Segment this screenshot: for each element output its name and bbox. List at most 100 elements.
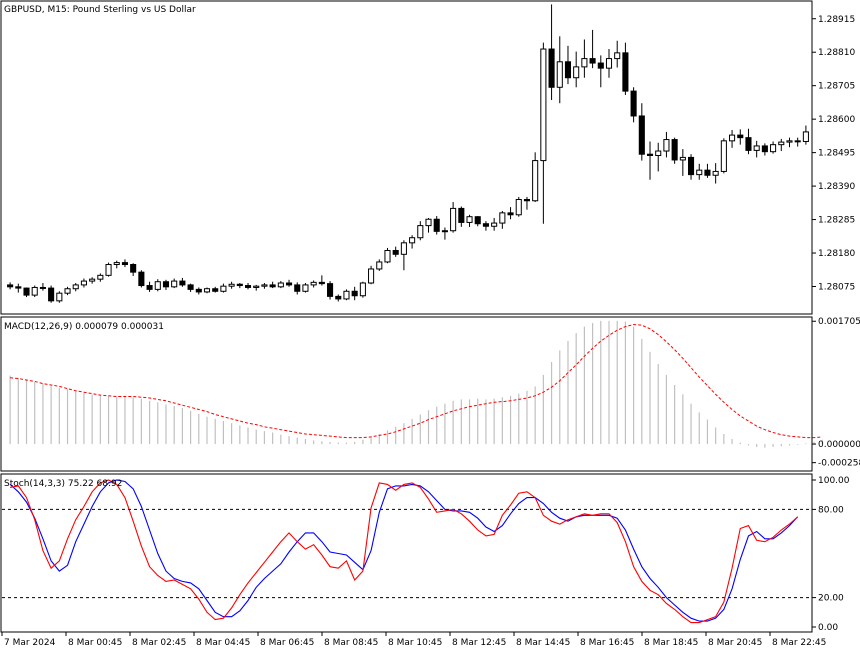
candle-body	[523, 198, 531, 202]
candle-body	[327, 283, 334, 297]
x-tick-label: 8 Mar 16:45	[580, 638, 634, 648]
candle-body	[130, 264, 137, 273]
candle	[581, 39, 588, 78]
candle-body	[737, 134, 744, 139]
candle-body	[269, 284, 276, 288]
candle-body	[573, 66, 580, 79]
candle-body	[220, 285, 227, 292]
candle	[458, 206, 465, 227]
candle	[737, 129, 744, 145]
candle-body	[187, 284, 194, 290]
candle	[23, 287, 30, 298]
candle	[343, 289, 350, 301]
candle	[786, 137, 793, 148]
candle-body	[310, 281, 317, 286]
candle	[729, 129, 736, 148]
candle	[97, 273, 104, 282]
candle	[72, 282, 79, 292]
y-tick-label: 1.28705	[818, 82, 855, 92]
candle-body	[540, 48, 547, 162]
candle-body	[368, 268, 375, 284]
candle	[622, 42, 629, 95]
candle-body	[491, 222, 498, 227]
candle	[671, 137, 678, 164]
candle	[441, 227, 448, 240]
candle	[220, 283, 227, 293]
candle-body	[318, 281, 325, 285]
candle	[614, 40, 621, 68]
candle-body	[253, 285, 260, 288]
y-tick-label: 1.28495	[818, 149, 855, 159]
y-tick-label: 1.28075	[818, 283, 855, 293]
candle	[712, 163, 719, 184]
candle	[15, 283, 22, 293]
candle	[523, 196, 531, 210]
candle	[31, 285, 38, 298]
candle	[605, 49, 613, 78]
candle	[646, 141, 654, 180]
candle-body	[212, 288, 219, 292]
candle	[409, 235, 416, 249]
candle-body	[482, 223, 489, 227]
candle	[121, 259, 129, 268]
candle-body	[146, 285, 153, 290]
candle	[696, 163, 703, 180]
candle-body	[441, 230, 448, 233]
candle-body	[638, 115, 645, 155]
candle-body	[302, 284, 309, 292]
candle	[589, 29, 596, 69]
x-tick-label: 8 Mar 00:45	[68, 638, 122, 648]
candle	[597, 55, 604, 88]
y-tick-label: 0.000000	[818, 440, 860, 450]
y-tick-label: 0.001705	[818, 317, 860, 327]
stochastic-axis: 100.00 80.00 20.00 0.00	[812, 476, 850, 633]
candle-body	[7, 284, 14, 288]
candle	[64, 286, 71, 296]
y-tick-label: 1.28390	[818, 182, 855, 192]
candles-group	[7, 4, 809, 303]
candle-body	[285, 282, 293, 286]
price-panel[interactable]: 1.28915 1.28810 1.28705 1.28600 1.28495 1.283…	[0, 0, 855, 315]
candle	[417, 221, 424, 241]
price-chart-title: GBPUSD, M15: Pound Sterling vs US Dollar	[4, 5, 196, 15]
candle-body	[630, 90, 637, 117]
candle	[80, 278, 87, 288]
stochastic-lines	[9, 479, 799, 624]
candle	[89, 277, 96, 284]
candle	[720, 138, 727, 174]
candle-body	[794, 140, 801, 143]
candle-body	[532, 160, 539, 202]
candle	[212, 286, 219, 293]
candle-body	[228, 283, 235, 287]
stochastic-levels	[2, 508, 810, 599]
candle	[556, 36, 563, 104]
candle-body	[244, 285, 252, 288]
candle-body	[646, 153, 654, 156]
candle	[400, 240, 407, 271]
x-tick-label: 8 Mar 08:45	[324, 638, 378, 648]
candle-body	[720, 140, 727, 172]
candle	[532, 152, 539, 203]
y-tick-label: 1.28600	[818, 115, 855, 125]
macd-panel[interactable]: 0.001705 0.000000 -0.000258 MACD(12,26,9) …	[0, 316, 860, 472]
stochastic-panel[interactable]: 100.00 80.00 20.00 0.00 Stoch(14,3,3) 75.22…	[0, 473, 850, 633]
candle	[261, 282, 268, 289]
candle-body	[261, 284, 268, 287]
y-tick-label: 20.00	[818, 594, 844, 604]
candle-body	[696, 169, 703, 176]
candle	[425, 217, 432, 233]
candle	[770, 141, 777, 154]
candle	[433, 216, 440, 235]
candle-body	[203, 288, 211, 293]
candle-body	[466, 216, 473, 223]
y-tick-label: 0.00	[818, 623, 838, 633]
macd-signal-line	[10, 323, 823, 439]
candle-body	[499, 212, 506, 224]
candle	[564, 45, 572, 85]
candle	[466, 214, 473, 227]
candle-body	[622, 52, 629, 92]
candle	[179, 277, 186, 287]
candle	[392, 246, 399, 257]
time-axis: 7 Mar 2024 8 Mar 00:45 8 Mar 02:45 8 Mar 04…	[1, 632, 826, 648]
